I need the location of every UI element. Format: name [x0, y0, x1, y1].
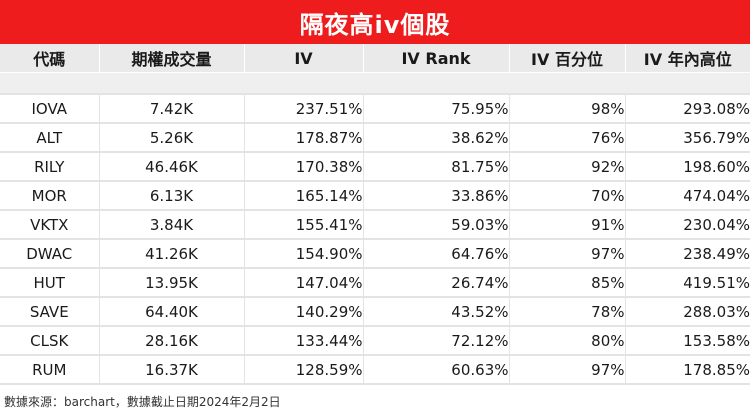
cell-ticker: HUT: [0, 267, 99, 297]
column-header-iv-year-high: IV 年內高位: [624, 44, 750, 73]
table-row: MOR 6.13K 165.14% 33.86% 70% 474.04%: [0, 180, 750, 210]
cell-iv-rank: 59.03%: [362, 209, 509, 239]
table-body: IOVA 7.42K 237.51% 75.95% 98% 293.08% ALT 5.26K…: [0, 93, 750, 385]
cell-ticker: SAVE: [0, 296, 99, 326]
cell-iv: 237.51%: [243, 93, 363, 123]
cell-iv-percentile: 85%: [508, 267, 625, 297]
cell-iv-year-high: 419.51%: [624, 267, 750, 297]
cell-iv: 155.41%: [243, 209, 363, 239]
table-header-row: 代碼 期權成交量 IV IV Rank IV 百分位 IV 年內高位: [0, 44, 750, 73]
cell-iv-percentile: 70%: [508, 180, 625, 210]
table-row: CLSK 28.16K 133.44% 72.12% 80% 153.58%: [0, 325, 750, 355]
cell-iv-percentile: 97%: [508, 238, 625, 268]
cell-iv-year-high: 238.49%: [624, 238, 750, 268]
table-row: RILY 46.46K 170.38% 81.75% 92% 198.60%: [0, 151, 750, 181]
column-header-iv-rank: IV Rank: [362, 44, 509, 73]
cell-option-volume: 3.84K: [98, 209, 244, 239]
cell-option-volume: 6.13K: [98, 180, 244, 210]
cell-iv: 178.87%: [243, 122, 363, 152]
cell-iv-percentile: 91%: [508, 209, 625, 239]
page-title: 隔夜高iv個股: [0, 0, 750, 44]
cell-ticker: IOVA: [0, 93, 99, 123]
cell-ticker: RILY: [0, 151, 99, 181]
table-row: SAVE 64.40K 140.29% 43.52% 78% 288.03%: [0, 296, 750, 326]
cell-option-volume: 16.37K: [98, 354, 244, 385]
table-row: IOVA 7.42K 237.51% 75.95% 98% 293.08%: [0, 93, 750, 123]
table-row: HUT 13.95K 147.04% 26.74% 85% 419.51%: [0, 267, 750, 297]
cell-iv-year-high: 198.60%: [624, 151, 750, 181]
header-spacer-row: [0, 72, 750, 94]
source-note: 數據來源：barchart，數據截止日期2024年2月2日: [4, 395, 281, 409]
cell-option-volume: 5.26K: [98, 122, 244, 152]
cell-iv-year-high: 356.79%: [624, 122, 750, 152]
cell-iv: 128.59%: [243, 354, 363, 385]
cell-iv-percentile: 98%: [508, 93, 625, 123]
cell-iv-percentile: 76%: [508, 122, 625, 152]
cell-option-volume: 13.95K: [98, 267, 244, 297]
cell-iv-rank: 43.52%: [362, 296, 509, 326]
cell-iv-year-high: 288.03%: [624, 296, 750, 326]
cell-iv-rank: 81.75%: [362, 151, 509, 181]
table-row: ALT 5.26K 178.87% 38.62% 76% 356.79%: [0, 122, 750, 152]
cell-iv-rank: 38.62%: [362, 122, 509, 152]
iv-table: 代碼 期權成交量 IV IV Rank IV 百分位 IV 年內高位 IOVA 7…: [0, 44, 750, 385]
table-row: RUM 16.37K 128.59% 60.63% 97% 178.85%: [0, 354, 750, 385]
cell-iv: 133.44%: [243, 325, 363, 355]
cell-iv-year-high: 293.08%: [624, 93, 750, 123]
cell-iv-rank: 33.86%: [362, 180, 509, 210]
cell-iv: 170.38%: [243, 151, 363, 181]
cell-iv-rank: 60.63%: [362, 354, 509, 385]
cell-option-volume: 64.40K: [98, 296, 244, 326]
cell-iv: 147.04%: [243, 267, 363, 297]
cell-option-volume: 41.26K: [98, 238, 244, 268]
cell-iv: 140.29%: [243, 296, 363, 326]
cell-iv-rank: 72.12%: [362, 325, 509, 355]
cell-ticker: ALT: [0, 122, 99, 152]
cell-ticker: RUM: [0, 354, 99, 385]
cell-iv-year-high: 153.58%: [624, 325, 750, 355]
cell-ticker: DWAC: [0, 238, 99, 268]
cell-iv-percentile: 97%: [508, 354, 625, 385]
cell-ticker: CLSK: [0, 325, 99, 355]
cell-iv-percentile: 80%: [508, 325, 625, 355]
cell-option-volume: 46.46K: [98, 151, 244, 181]
cell-iv-percentile: 78%: [508, 296, 625, 326]
cell-iv: 165.14%: [243, 180, 363, 210]
column-header-iv: IV: [243, 44, 363, 73]
cell-iv-year-high: 474.04%: [624, 180, 750, 210]
table-row: VKTX 3.84K 155.41% 59.03% 91% 230.04%: [0, 209, 750, 239]
cell-iv: 154.90%: [243, 238, 363, 268]
cell-ticker: VKTX: [0, 209, 99, 239]
column-header-ticker: 代碼: [0, 44, 99, 73]
cell-iv-year-high: 230.04%: [624, 209, 750, 239]
cell-option-volume: 7.42K: [98, 93, 244, 123]
cell-iv-percentile: 92%: [508, 151, 625, 181]
cell-ticker: MOR: [0, 180, 99, 210]
cell-iv-rank: 75.95%: [362, 93, 509, 123]
cell-iv-year-high: 178.85%: [624, 354, 750, 385]
cell-iv-rank: 64.76%: [362, 238, 509, 268]
cell-iv-rank: 26.74%: [362, 267, 509, 297]
column-header-option-volume: 期權成交量: [98, 44, 244, 73]
cell-option-volume: 28.16K: [98, 325, 244, 355]
table-row: DWAC 41.26K 154.90% 64.76% 97% 238.49%: [0, 238, 750, 268]
column-header-iv-percentile: IV 百分位: [508, 44, 625, 73]
